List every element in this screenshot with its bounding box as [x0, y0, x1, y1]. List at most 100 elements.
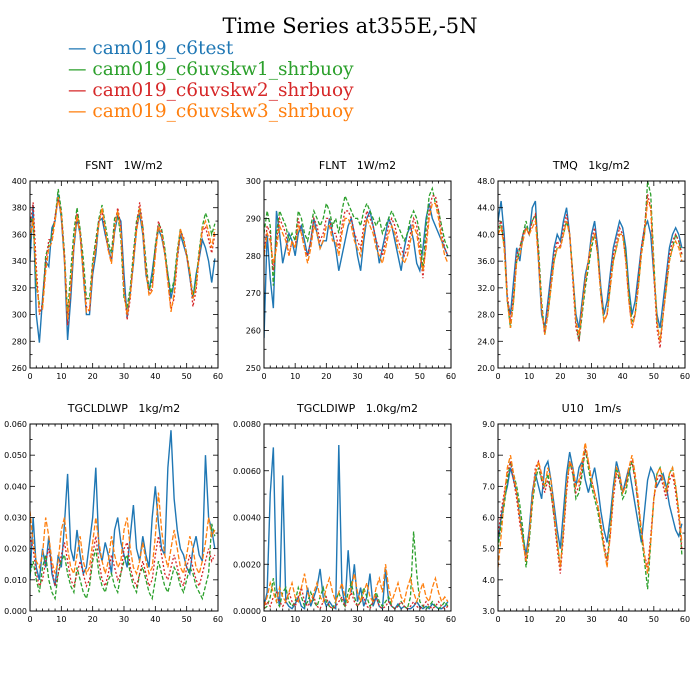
y-tick-label: 0.040	[4, 482, 27, 491]
y-tick-label: 36.0	[477, 257, 495, 266]
x-tick-label: 0	[261, 372, 266, 381]
y-tick-label: 44.0	[477, 204, 495, 213]
y-tick-label: 5.0	[482, 545, 495, 554]
x-tick-label: 30	[119, 372, 129, 381]
x-tick-label: 60	[213, 372, 223, 381]
series-line	[498, 448, 683, 590]
y-tick-label: 9.0	[482, 420, 495, 429]
series-line	[30, 194, 216, 343]
y-tick-label: 270	[246, 289, 261, 298]
y-tick-label: 28.0	[477, 311, 495, 320]
series-line	[30, 492, 216, 576]
x-tick-label: 60	[213, 615, 223, 624]
y-tick-label: 0.0060	[233, 467, 261, 476]
x-tick-label: 30	[352, 372, 362, 381]
y-tick-label: 360	[12, 230, 27, 239]
y-tick-label: 4.0	[482, 576, 495, 585]
x-tick-label: 60	[446, 615, 456, 624]
x-tick-label: 20	[555, 372, 565, 381]
y-tick-label: 300	[12, 311, 27, 320]
panel-flnt: FLNT 1W/m2 0 10 20 30 40 50 60 250 260 270 280 290 30…	[246, 159, 456, 381]
y-tick-label: 0.010	[4, 576, 27, 585]
x-tick-label: 40	[618, 372, 628, 381]
x-tick-label: 40	[150, 372, 160, 381]
x-tick-label: 40	[384, 615, 394, 624]
y-tick-label: 40.0	[477, 230, 495, 239]
series-line	[30, 430, 216, 587]
x-tick-label: 10	[56, 615, 66, 624]
panel-tgcldlwp: TGCLDLWP 1kg/m2 0 10 20 30 40 50 60 0.000 0.010 0.…	[4, 402, 223, 624]
y-tick-label: 260	[12, 364, 27, 373]
x-tick-label: 50	[415, 372, 425, 381]
y-tick-label: 0.0020	[233, 560, 261, 569]
series-line	[498, 442, 683, 574]
x-tick-label: 50	[415, 615, 425, 624]
x-tick-label: 10	[56, 372, 66, 381]
x-tick-label: 60	[446, 372, 456, 381]
panel-title: TGCLDLWP 1kg/m2	[67, 402, 180, 415]
x-tick-label: 40	[384, 372, 394, 381]
legend-label: cam019_c6uvskw1_shrbuoy	[92, 59, 354, 80]
series-line	[30, 523, 216, 601]
y-tick-label: 380	[12, 204, 27, 213]
y-tick-label: 3.0	[482, 607, 495, 616]
legend-label: cam019_c6test	[92, 38, 234, 59]
plot-frame	[497, 180, 686, 369]
legend-label: cam019_c6uvskw2_shrbuoy	[92, 80, 354, 101]
x-tick-label: 10	[524, 372, 534, 381]
legend-entry: — cam019_c6uvskw2_shrbuoy	[68, 80, 354, 101]
y-tick-label: 8.0	[482, 451, 495, 460]
y-tick-label: 20.0	[477, 364, 495, 373]
series-line	[30, 188, 216, 315]
y-tick-label: 24.0	[477, 337, 495, 346]
y-tick-label: 250	[246, 364, 261, 373]
y-tick-label: 290	[246, 214, 261, 223]
y-tick-label: 0.030	[4, 514, 27, 523]
y-tick-label: 320	[12, 284, 27, 293]
x-tick-label: 50	[649, 372, 659, 381]
x-tick-label: 60	[680, 372, 690, 381]
series-line	[30, 196, 216, 320]
y-tick-label: 7.0	[482, 482, 495, 491]
x-tick-label: 20	[555, 615, 565, 624]
x-tick-label: 50	[649, 615, 659, 624]
panel-title: FLNT 1W/m2	[319, 159, 396, 172]
x-tick-label: 20	[321, 372, 331, 381]
x-tick-label: 0	[495, 615, 500, 624]
y-tick-label: 0.050	[4, 451, 27, 460]
legend-entry: — cam019_c6uvskw1_shrbuoy	[68, 59, 354, 80]
y-tick-label: 280	[246, 252, 261, 261]
panel-title: TGCLDIWP 1.0kg/m2	[296, 402, 418, 415]
plot-frame	[29, 423, 219, 612]
x-tick-label: 20	[321, 615, 331, 624]
plot-frame	[497, 423, 686, 612]
y-tick-label: 300	[246, 177, 261, 186]
series-line	[264, 186, 449, 286]
y-tick-label: 0.0080	[233, 420, 261, 429]
legend-entry: — cam019_c6uvskw3_shrbuoy	[68, 101, 354, 122]
series-line	[264, 531, 449, 610]
x-tick-label: 40	[150, 615, 160, 624]
x-tick-label: 50	[182, 372, 192, 381]
panel-tmq: TMQ 1kg/m2 0 10 20 30 40 50 60 20.0 24.0 28.0 32.0 3…	[477, 159, 690, 381]
y-tick-label: 6.0	[482, 514, 495, 523]
y-tick-label: 0.0000	[233, 607, 261, 616]
panel-title: TMQ 1kg/m2	[552, 159, 630, 172]
series-line	[498, 181, 683, 342]
x-tick-label: 30	[119, 615, 129, 624]
x-tick-label: 10	[524, 615, 534, 624]
panel-fsnt: FSNT 1W/m2 0 10 20 30 40 50 60 260 280 300 320 340 36…	[12, 159, 223, 381]
x-tick-label: 0	[495, 372, 500, 381]
x-tick-label: 30	[352, 615, 362, 624]
y-tick-label: 0.020	[4, 545, 27, 554]
x-tick-label: 60	[680, 615, 690, 624]
y-tick-label: 400	[12, 177, 27, 186]
y-tick-label: 48.0	[477, 177, 495, 186]
x-tick-label: 50	[182, 615, 192, 624]
x-tick-label: 20	[88, 615, 98, 624]
panel-title: FSNT 1W/m2	[85, 159, 163, 172]
x-tick-label: 40	[618, 615, 628, 624]
y-tick-label: 32.0	[477, 284, 495, 293]
x-tick-label: 0	[261, 615, 266, 624]
